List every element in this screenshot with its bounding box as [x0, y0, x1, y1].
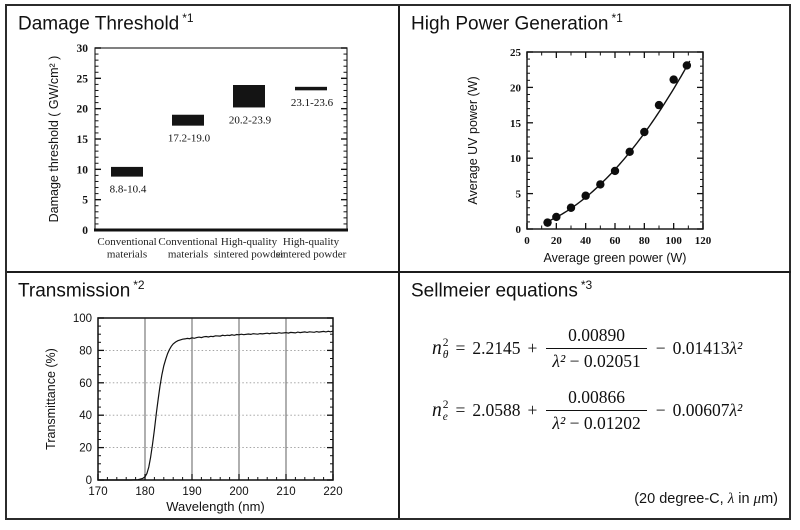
svg-text:0: 0 [86, 475, 92, 487]
svg-text:60: 60 [610, 235, 622, 247]
svg-text:20: 20 [510, 82, 522, 94]
transmission-panel-title: Transmission *2 [18, 278, 145, 302]
svg-text:10: 10 [77, 164, 89, 176]
footnote-ref: *2 [133, 278, 145, 292]
numerator: 0.00890 [568, 325, 625, 345]
svg-text:materials: materials [168, 249, 208, 261]
svg-text:20: 20 [77, 104, 89, 116]
svg-text:15: 15 [510, 118, 522, 130]
minus-sign: − [655, 400, 666, 420]
svg-text:0: 0 [82, 225, 88, 237]
svg-text:210: 210 [276, 486, 295, 498]
svg-text:Damage threshold ( GW/cm² ): Damage threshold ( GW/cm² ) [47, 56, 61, 223]
high-power-generation-panel: High Power Generation *1 0 20 40 60 80 100 120 0… [400, 6, 791, 271]
svg-text:20: 20 [551, 235, 563, 247]
equals-sign: = [455, 400, 466, 420]
svg-text:180: 180 [135, 486, 154, 498]
horizontal-divider [7, 271, 791, 273]
fraction: 0.00866 λ² − 0.01202 [546, 387, 647, 434]
footnote-ref: *3 [580, 278, 593, 292]
svg-text:Average UV power (W): Average UV power (W) [466, 76, 480, 204]
svg-text:80: 80 [79, 345, 92, 357]
svg-text:190: 190 [182, 486, 201, 498]
plus-sign: + [527, 338, 538, 358]
vertical-divider [398, 6, 400, 518]
svg-text:170: 170 [88, 486, 107, 498]
svg-text:200: 200 [229, 486, 248, 498]
high-power-generation-chart: 0 20 40 60 80 100 120 0 5 10 15 20 25 Average green p… [466, 47, 712, 265]
svg-text:25: 25 [77, 73, 89, 85]
svg-text:Conventional: Conventional [97, 236, 156, 248]
high-power-generation-panel-title: High Power Generation *1 [411, 11, 623, 35]
footnote-ref: *1 [611, 11, 623, 25]
damage-threshold-panel: Damage Threshold *1 0 5 10 15 20 25 30 8.8-10.4 C… [7, 6, 398, 271]
panel-title-text: Transmission [18, 280, 131, 302]
svg-text:20.2-23.9: 20.2-23.9 [229, 114, 272, 126]
svg-text:17.2-19.0: 17.2-19.0 [168, 133, 211, 145]
svg-text:High-quality: High-quality [221, 236, 278, 248]
svg-text:sintered powder: sintered powder [276, 249, 347, 261]
denominator: λ² − 0.02051 [546, 348, 647, 372]
svg-text:sintered powder: sintered powder [214, 249, 285, 261]
minus-sign: − [655, 338, 666, 358]
svg-text:60: 60 [79, 378, 92, 390]
svg-text:High-quality: High-quality [283, 236, 340, 248]
denominator: λ² − 0.01202 [546, 410, 647, 434]
svg-text:100: 100 [665, 235, 682, 247]
panel-title-text: High Power Generation [411, 13, 609, 35]
plus-sign: + [527, 400, 538, 420]
equals-sign: = [455, 338, 466, 358]
svg-text:5: 5 [82, 195, 88, 207]
sellmeier-panel-title: Sellmeier equations *3 [411, 278, 592, 302]
svg-text:8.8-10.4: 8.8-10.4 [110, 184, 147, 196]
svg-text:80: 80 [639, 235, 651, 247]
numerator: 0.00866 [568, 387, 625, 407]
svg-text:23.1-23.6: 23.1-23.6 [291, 97, 334, 109]
constant-term: 2.0588 [472, 400, 521, 420]
svg-text:0: 0 [516, 224, 522, 236]
damage-threshold-chart: 0510152025308.8-10.4Conventionalmaterial… [47, 43, 348, 261]
svg-text:40: 40 [79, 410, 92, 422]
transmission-chart: 170 180 190 200 210 220 0 20 40 60 80 100 Wavelength… [44, 313, 343, 514]
svg-text:materials: materials [107, 249, 147, 261]
svg-text:10: 10 [510, 153, 522, 165]
lambda-term: 0.00607λ² [672, 400, 743, 420]
svg-text:25: 25 [510, 47, 522, 59]
panel-title-text: Damage Threshold [18, 13, 180, 35]
footnote-ref: *1 [182, 11, 194, 25]
svg-text:0: 0 [524, 235, 530, 247]
damage-threshold-panel-title: Damage Threshold *1 [18, 11, 194, 35]
svg-text:220: 220 [323, 486, 342, 498]
svg-text:20: 20 [79, 443, 92, 455]
svg-text:5: 5 [516, 189, 522, 201]
svg-text:30: 30 [77, 43, 89, 55]
svg-text:Wavelength (nm): Wavelength (nm) [166, 499, 265, 514]
temperature-wavelength-note: (20 degree-C, λ in μm) [634, 491, 778, 507]
svg-text:15: 15 [77, 134, 89, 146]
svg-text:Average green power (W): Average green power (W) [544, 251, 687, 265]
transmission-panel: Transmission *2 170 180 190 200 210 220 0 20 40 60… [7, 273, 398, 516]
lambda-term: 0.01413λ² [672, 338, 743, 358]
svg-text:Conventional: Conventional [158, 236, 217, 248]
svg-text:Transmittance (%): Transmittance (%) [44, 348, 58, 450]
svg-text:100: 100 [73, 313, 92, 325]
constant-term: 2.2145 [472, 338, 521, 358]
svg-text:40: 40 [580, 235, 592, 247]
fraction: 0.00890 λ² − 0.02051 [546, 325, 647, 372]
panel-title-text: Sellmeier equations [411, 280, 578, 302]
svg-text:120: 120 [695, 235, 712, 247]
